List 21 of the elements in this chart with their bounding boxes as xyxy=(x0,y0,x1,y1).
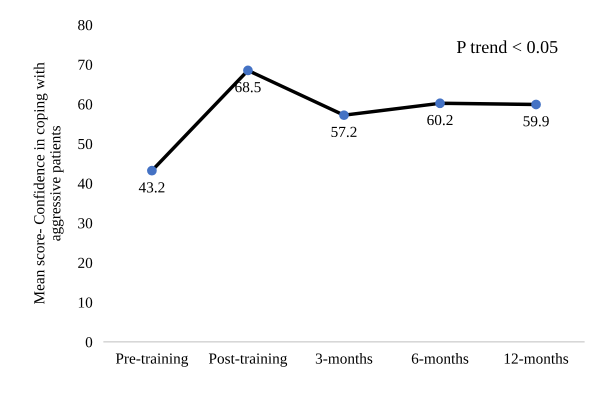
x-tick-label: 12-months xyxy=(504,352,568,364)
y-tick-label: 70 xyxy=(78,60,92,70)
data-label: 60.2 xyxy=(427,114,453,126)
x-tick-label: Pre-training xyxy=(116,353,188,367)
data-label: 43.2 xyxy=(138,182,164,193)
data-label: 68.5 xyxy=(235,82,261,92)
y-tick-label: 20 xyxy=(78,258,92,268)
x-tick-label: 3-months xyxy=(316,352,372,364)
x-tick-label: 6-months xyxy=(412,352,468,364)
data-label: 59.9 xyxy=(524,116,549,126)
y-axis-title: Mean score- Confidence in coping with aggressive patients xyxy=(34,62,64,304)
y-tick-label: 10 xyxy=(78,297,92,308)
y-tick-label: 0 xyxy=(86,337,92,348)
y-tick-label: 40 xyxy=(78,178,92,189)
y-tick-label: 30 xyxy=(78,218,92,228)
y-tick-label: 80 xyxy=(78,20,92,30)
x-tick-label: Post-training xyxy=(208,353,288,367)
y-tick-label: 60 xyxy=(78,99,92,110)
data-label: 57.2 xyxy=(332,126,357,138)
y-tick-label: 50 xyxy=(78,138,92,150)
annotation: P trend < 0.05 xyxy=(456,40,558,54)
